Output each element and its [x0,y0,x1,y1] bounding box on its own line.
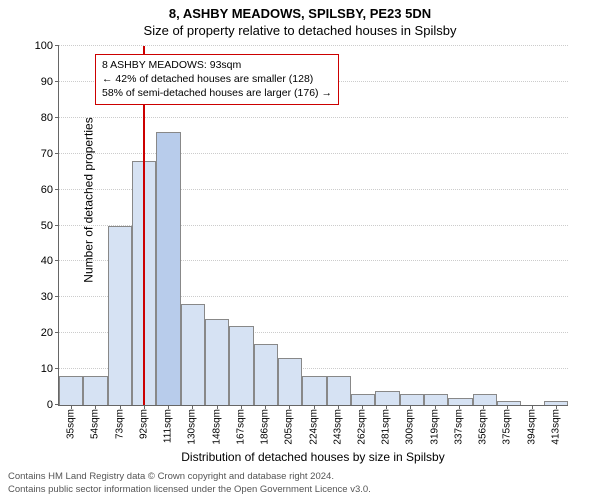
footer-line-2: Contains public sector information licen… [8,484,371,496]
y-tick-label: 90 [41,76,59,88]
x-tick-label: 54sqm [90,405,101,439]
x-tick-label: 186sqm [260,405,271,445]
x-tick-label: 35sqm [66,405,77,439]
x-tick-label: 394sqm [526,405,537,445]
x-tick-label: 73sqm [114,405,125,439]
y-tick-label: 100 [35,40,59,52]
x-tick-label: 167sqm [235,405,246,445]
x-tick-label: 337sqm [453,405,464,445]
callout-line-3: 58% of semi-detached houses are larger (… [102,86,332,100]
histogram-bar [424,394,448,405]
y-tick-label: 30 [41,291,59,303]
x-tick-label: 356sqm [478,405,489,445]
attribution-footer: Contains HM Land Registry data © Crown c… [8,471,371,496]
y-tick-label: 10 [41,363,59,375]
x-tick-label: 300sqm [405,405,416,445]
y-tick-label: 0 [47,399,59,411]
chart-title-sub: Size of property relative to detached ho… [0,21,600,42]
x-tick-label: 375sqm [502,405,513,445]
histogram-bar [302,376,326,405]
histogram-bar [156,132,180,405]
y-tick-label: 60 [41,184,59,196]
histogram-bar [375,391,399,405]
x-tick-label: 148sqm [211,405,222,445]
callout-box: 8 ASHBY MEADOWS: 93sqm ← 42% of detached… [95,54,339,105]
y-tick-label: 50 [41,220,59,232]
x-tick-label: 281sqm [381,405,392,445]
histogram-bar [229,326,253,405]
x-tick-label: 224sqm [308,405,319,445]
x-tick-label: 243sqm [332,405,343,445]
histogram-bar [205,319,229,405]
histogram-bar [181,304,205,405]
y-tick-label: 40 [41,255,59,267]
footer-line-1: Contains HM Land Registry data © Crown c… [8,471,371,483]
histogram-bar [108,226,132,406]
x-tick-label: 205sqm [284,405,295,445]
histogram-bar [448,398,472,405]
x-tick-label: 413sqm [550,405,561,445]
x-tick-label: 262sqm [356,405,367,445]
chart-title-main: 8, ASHBY MEADOWS, SPILSBY, PE23 5DN [0,0,600,21]
callout-line-1: 8 ASHBY MEADOWS: 93sqm [102,58,332,72]
x-tick-label: 92sqm [138,405,149,439]
histogram-bar [254,344,278,405]
x-axis-label: Distribution of detached houses by size … [58,450,568,464]
histogram-bar [83,376,107,405]
histogram-bar [351,394,375,405]
histogram-bar [327,376,351,405]
x-tick-label: 319sqm [429,405,440,445]
y-tick-label: 20 [41,327,59,339]
histogram-bar [473,394,497,405]
x-tick-label: 111sqm [163,405,174,443]
y-tick-label: 80 [41,112,59,124]
callout-line-2: ← 42% of detached houses are smaller (12… [102,72,332,86]
y-tick-label: 70 [41,148,59,160]
histogram-bar [59,376,83,405]
x-tick-label: 130sqm [187,405,198,445]
histogram-bar [400,394,424,405]
chart-plot-area: 35sqm54sqm73sqm92sqm111sqm130sqm148sqm16… [58,46,568,406]
histogram-bar [278,358,302,405]
